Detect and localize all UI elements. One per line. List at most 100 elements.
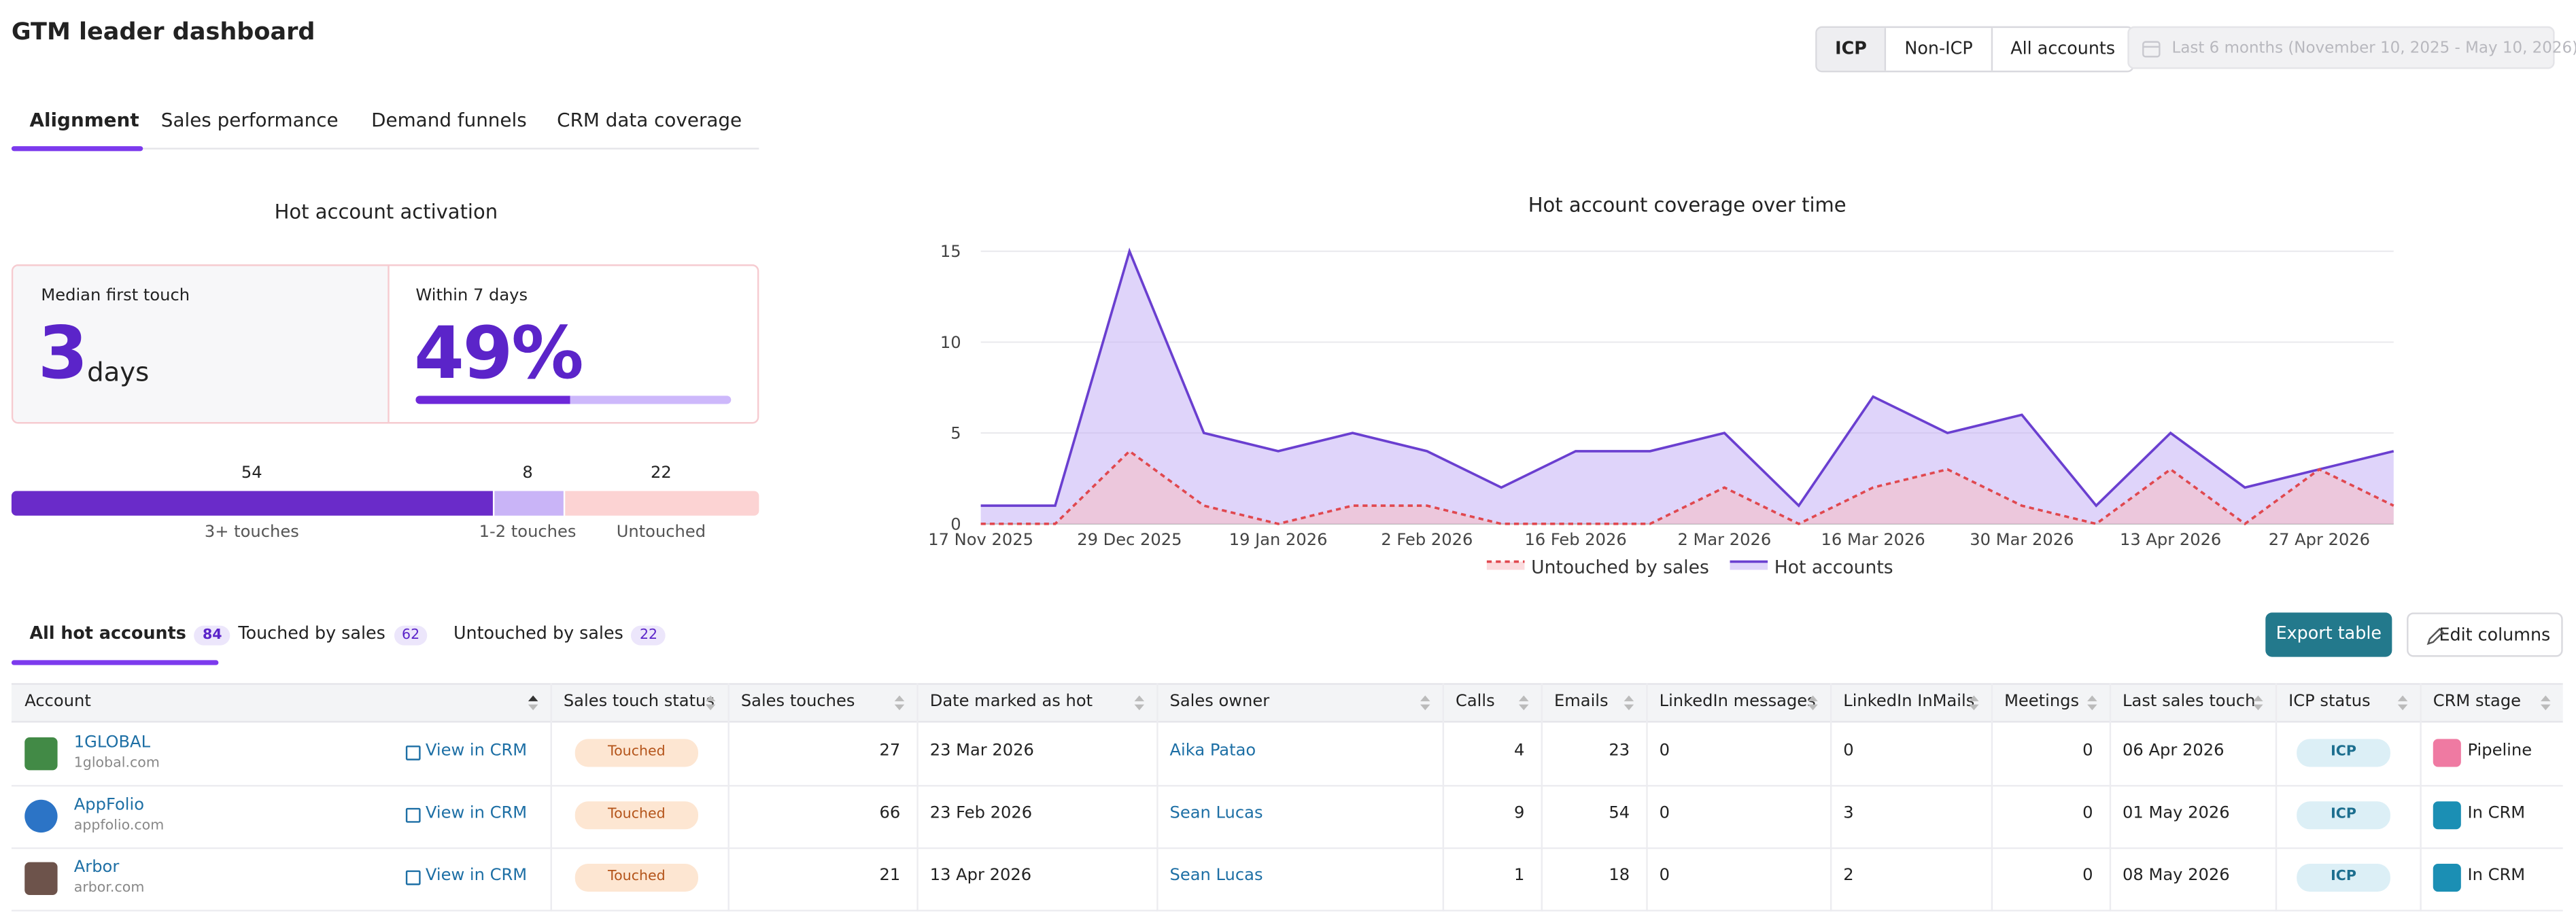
sort-down xyxy=(1420,704,1430,711)
sort-icon xyxy=(894,695,905,711)
segment-button[interactable]: Non-ICP xyxy=(1885,28,1991,71)
column-divider xyxy=(2275,683,2278,912)
sort-up xyxy=(705,695,716,701)
x-tick-label: 30 Mar 2026 xyxy=(1970,530,2074,549)
touch-segment xyxy=(564,491,759,516)
column-header[interactable]: Account xyxy=(24,692,91,712)
segment-button[interactable]: All accounts xyxy=(1991,28,2133,71)
chart-title: Hot account coverage over time xyxy=(1528,194,1847,217)
sort-up xyxy=(528,695,538,701)
tab[interactable]: Sales performance xyxy=(160,108,339,132)
sort-down xyxy=(2087,704,2097,711)
crm-link[interactable]: View in CRM xyxy=(425,866,528,885)
owner[interactable]: Sean Lucas xyxy=(1169,805,1263,823)
account-name[interactable]: Arbor xyxy=(73,858,120,877)
within-value: 49% xyxy=(413,312,584,396)
column-header[interactable]: Emails xyxy=(1553,692,1609,712)
series-area xyxy=(980,251,2394,524)
icp-pill: ICP xyxy=(2297,864,2390,892)
column-header[interactable]: Meetings xyxy=(2004,692,2080,712)
row-divider xyxy=(11,909,2563,912)
sort-icon xyxy=(1519,695,1529,711)
median-value: 3 xyxy=(37,312,88,396)
tab[interactable]: Demand funnels xyxy=(371,108,527,132)
li-inmails: 2 xyxy=(1843,866,1854,885)
emails: 54 xyxy=(1609,805,1630,823)
owner[interactable]: Sean Lucas xyxy=(1169,866,1263,885)
series-line xyxy=(980,247,2394,508)
sort-down xyxy=(2253,704,2263,711)
series-line xyxy=(980,449,2394,526)
sort-up xyxy=(894,695,905,701)
column-header[interactable]: LinkedIn messages xyxy=(1659,692,1816,712)
column-header[interactable]: Sales owner xyxy=(1169,692,1270,712)
sort-down xyxy=(705,704,716,711)
status-pill: Touched xyxy=(574,864,698,892)
column-header[interactable]: Calls xyxy=(1455,692,1495,712)
within-label: Within 7 days xyxy=(415,287,528,306)
x-tick-label: 29 Dec 2025 xyxy=(1077,530,1182,549)
date-hot: 13 Apr 2026 xyxy=(929,866,1032,885)
li-inmails: 3 xyxy=(1843,805,1854,823)
column-header[interactable]: Sales touch status xyxy=(563,692,715,712)
column-divider xyxy=(2420,683,2422,912)
column-divider xyxy=(1156,683,1158,912)
column-header[interactable]: Date marked as hot xyxy=(929,692,1093,712)
x-tick-label: 13 Apr 2026 xyxy=(2120,530,2221,549)
meetings: 0 xyxy=(2082,866,2093,885)
sort-icon xyxy=(1134,695,1145,711)
segment-button[interactable]: ICP xyxy=(1817,28,1885,71)
column-header[interactable]: ICP status xyxy=(2288,692,2371,712)
median-panel xyxy=(13,266,390,423)
calls: 9 xyxy=(1514,805,1525,823)
x-tick-label: 27 Apr 2026 xyxy=(2269,530,2370,549)
icp-pill: ICP xyxy=(2297,739,2390,767)
account-domain: appfolio.com xyxy=(73,818,165,835)
y-tick-label: 5 xyxy=(950,424,961,443)
export-button[interactable]: Export table xyxy=(2265,612,2392,657)
crm-link[interactable]: View in CRM xyxy=(425,742,528,760)
sort-down xyxy=(1519,704,1529,711)
tab-underline xyxy=(11,660,219,665)
tab[interactable]: CRM data coverage xyxy=(557,108,742,132)
account-tab[interactable]: All hot accounts 84 xyxy=(29,624,230,646)
sort-icon xyxy=(528,695,538,711)
status-pill: Touched xyxy=(574,739,698,767)
sort-up xyxy=(1134,695,1145,701)
column-divider xyxy=(1646,683,1648,912)
stage-icon xyxy=(2433,864,2461,892)
column-header[interactable]: CRM stage xyxy=(2433,692,2522,712)
legend-label: Hot accounts xyxy=(1774,557,1893,578)
sort-down xyxy=(2541,704,2551,711)
page-title: GTM leader dashboard xyxy=(11,19,315,46)
emails: 23 xyxy=(1609,742,1630,760)
status-pill: Touched xyxy=(574,801,698,830)
tab[interactable]: Alignment xyxy=(29,108,139,132)
sort-icon xyxy=(2087,695,2097,711)
accounts-table: Account Sales touch status Sales touches Da… xyxy=(11,683,2563,912)
owner[interactable]: Aika Patao xyxy=(1169,742,1256,760)
date-range-text: Last 6 months (November 10, 2025 - May 1… xyxy=(2171,39,2576,58)
account-name[interactable]: AppFolio xyxy=(73,796,145,815)
meetings: 0 xyxy=(2082,742,2093,760)
pencil-icon xyxy=(2426,627,2444,646)
li-messages: 0 xyxy=(1659,742,1670,760)
account-tab[interactable]: Touched by sales 62 xyxy=(238,624,428,646)
table-header-bg xyxy=(11,683,2563,723)
emails: 18 xyxy=(1609,866,1630,885)
column-header[interactable]: Sales touches xyxy=(740,692,855,712)
touch-label: Untouched xyxy=(616,523,706,542)
edit-columns-button[interactable]: Edit columns xyxy=(2407,612,2563,657)
account-tab[interactable]: Untouched by sales 22 xyxy=(453,624,666,646)
crm-stage: In CRM xyxy=(2467,805,2526,823)
crm-link[interactable]: View in CRM xyxy=(425,805,528,823)
median-unit: days xyxy=(87,356,150,388)
column-header[interactable]: LinkedIn InMails xyxy=(1843,692,1975,712)
tab-divider xyxy=(11,147,759,150)
account-name[interactable]: 1GLOBAL xyxy=(73,734,151,752)
sort-down xyxy=(894,704,905,711)
account-logo xyxy=(24,799,58,833)
column-header[interactable]: Last sales touch xyxy=(2123,692,2256,712)
sort-down xyxy=(1808,704,1818,711)
